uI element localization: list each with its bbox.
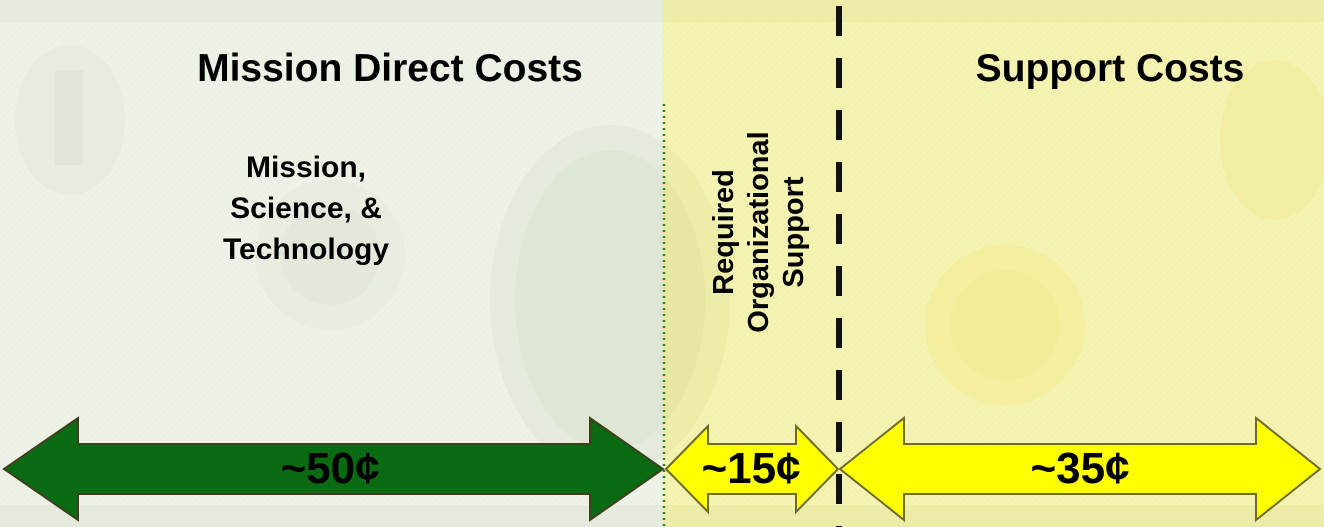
mission-overlay bbox=[0, 0, 663, 527]
support-costs-title: Support Costs bbox=[975, 47, 1245, 90]
mission-label-line: Technology bbox=[222, 233, 390, 266]
mission-cost-arrow bbox=[2, 416, 665, 522]
mission-label-line: Mission, bbox=[245, 151, 366, 184]
mission-cost-value: ~50¢ bbox=[280, 444, 380, 493]
org-support-arrow bbox=[664, 423, 840, 515]
mission-science-technology-label: Mission, Science, & Technology bbox=[150, 147, 462, 270]
support-cost-value: ~35¢ bbox=[1030, 444, 1130, 493]
org-support-value: ~15¢ bbox=[701, 444, 801, 493]
mission-direct-costs-title: Mission Direct Costs bbox=[197, 47, 583, 90]
support-overlay bbox=[663, 0, 1324, 527]
mission-label-line: Science, & bbox=[230, 192, 382, 225]
support-cost-arrow bbox=[838, 415, 1322, 523]
